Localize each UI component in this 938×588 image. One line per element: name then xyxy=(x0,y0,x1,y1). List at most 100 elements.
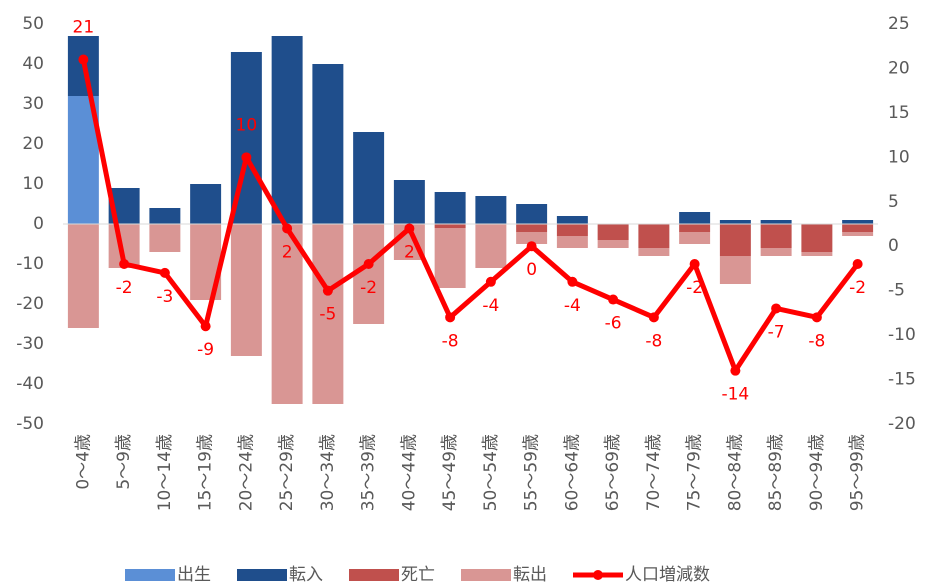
x-tick-label: 45～49歳 xyxy=(440,434,460,511)
x-tick-label: 50～54歳 xyxy=(481,434,501,511)
point xyxy=(730,365,741,376)
point xyxy=(119,259,130,269)
point xyxy=(363,259,374,269)
y2-tick-label: 15 xyxy=(888,103,910,123)
y2-tick-label: 10 xyxy=(888,147,910,167)
y2-tick-label: -10 xyxy=(888,325,916,345)
y-tick-label: 10 xyxy=(22,174,44,194)
legend-label: 死亡 xyxy=(401,565,435,585)
y-tick-label: 50 xyxy=(22,14,44,34)
x-tick-label: 90～94歳 xyxy=(807,434,827,511)
y-tick-label: -30 xyxy=(16,334,44,354)
x-tick-label: 40～44歳 xyxy=(399,434,419,511)
point xyxy=(648,312,659,323)
y2-tick-label: 25 xyxy=(888,14,910,34)
bar xyxy=(149,208,181,224)
legend-label: 転出 xyxy=(513,565,547,585)
bar xyxy=(679,232,711,244)
data-label: -8 xyxy=(442,331,459,351)
data-label: 0 xyxy=(526,260,537,280)
y-tick-label: -50 xyxy=(16,414,44,434)
y2-tick-label: -20 xyxy=(888,414,916,434)
bar xyxy=(801,252,833,256)
bar xyxy=(312,64,344,224)
bar xyxy=(271,36,303,224)
legend-label: 人口増減数 xyxy=(625,565,710,585)
line xyxy=(80,59,860,374)
x-tick-label: 65～69歳 xyxy=(603,434,623,511)
point xyxy=(771,303,782,314)
point xyxy=(608,294,619,305)
bar xyxy=(67,224,99,328)
bar xyxy=(679,224,711,232)
y-tick-label: 0 xyxy=(33,214,44,234)
data-label: -5 xyxy=(319,305,336,325)
point xyxy=(404,223,415,234)
bar xyxy=(230,224,262,356)
point xyxy=(445,312,456,323)
bar xyxy=(149,224,181,252)
bar xyxy=(190,184,222,224)
legend-swatch xyxy=(349,569,399,581)
y-tick-label: -40 xyxy=(16,374,44,394)
point xyxy=(567,276,578,287)
bar xyxy=(556,224,588,236)
x-tick-label: 30～34歳 xyxy=(318,434,338,511)
bar xyxy=(760,248,792,256)
data-label: -8 xyxy=(645,331,662,351)
bar xyxy=(475,196,507,224)
bar xyxy=(393,180,425,224)
y2-tick-label: 0 xyxy=(888,236,899,256)
x-tick-label: 80～84歳 xyxy=(725,434,745,511)
x-tick-label: 10～14歳 xyxy=(155,434,175,511)
data-label: 2 xyxy=(282,242,293,262)
point xyxy=(526,241,537,252)
point xyxy=(159,267,170,278)
data-label: -4 xyxy=(482,296,499,316)
bar xyxy=(434,224,466,228)
bar xyxy=(597,224,629,240)
bar xyxy=(556,236,588,248)
bar xyxy=(842,220,874,224)
y2-tick-label: -15 xyxy=(888,370,916,390)
point xyxy=(852,259,863,269)
point xyxy=(78,54,89,65)
data-label: -9 xyxy=(197,340,214,360)
point xyxy=(322,285,333,296)
point xyxy=(485,276,496,287)
data-label: 21 xyxy=(73,18,95,38)
bar xyxy=(516,232,548,244)
bar xyxy=(353,132,385,224)
bar xyxy=(434,228,466,288)
point xyxy=(689,259,700,269)
y2-tick-label: -5 xyxy=(888,281,905,301)
legend-swatch xyxy=(125,569,175,581)
y-tick-label: -10 xyxy=(16,254,44,274)
bar xyxy=(760,220,792,224)
x-tick-label: 35～39歳 xyxy=(359,434,379,511)
x-tick-label: 25～29歳 xyxy=(277,434,297,511)
bar xyxy=(434,192,466,224)
bar xyxy=(719,256,751,284)
x-tick-label: 55～59歳 xyxy=(522,434,542,511)
bar xyxy=(516,204,548,224)
data-label: -2 xyxy=(686,278,703,298)
x-tick-label: 70～74歳 xyxy=(644,434,664,511)
data-label: -3 xyxy=(156,287,173,307)
data-label: -8 xyxy=(808,331,825,351)
legend-label: 出生 xyxy=(177,565,211,585)
y-tick-label: 40 xyxy=(22,54,44,74)
data-label: -2 xyxy=(116,278,133,298)
y-tick-label: 30 xyxy=(22,94,44,114)
bar xyxy=(638,248,670,256)
x-tick-label: 85～89歳 xyxy=(766,434,786,511)
point xyxy=(811,312,822,323)
x-tick-label: 5～9歳 xyxy=(114,434,134,490)
bar xyxy=(312,224,344,404)
legend-swatch xyxy=(461,569,511,581)
bar xyxy=(842,224,874,232)
x-tick-label: 0～4歳 xyxy=(73,434,93,490)
legend-swatch xyxy=(593,570,603,580)
data-label: 10 xyxy=(236,115,258,135)
